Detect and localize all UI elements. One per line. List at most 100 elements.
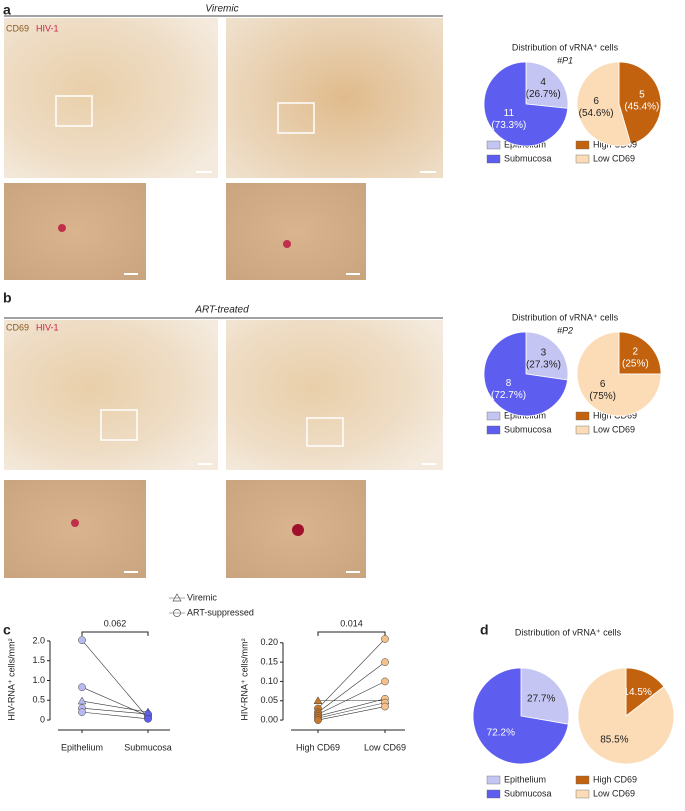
y-tick-label: 0.05: [260, 695, 278, 705]
slice-percent: (54.6%): [579, 108, 614, 119]
micrograph: [226, 18, 443, 178]
slice-count: 8: [506, 378, 512, 389]
stain-label: HIV-1: [36, 322, 59, 332]
pair-line: [81, 700, 149, 713]
y-tick-label: 1.0: [32, 675, 45, 685]
slice-count: 4: [540, 77, 546, 88]
x-tick-label: Submucosa: [124, 742, 172, 752]
y-tick-label: 1.5: [32, 655, 45, 665]
slice-count: 5: [639, 89, 645, 100]
micrograph: [4, 320, 218, 470]
legend-swatch: [575, 140, 590, 150]
slice-count: 3: [541, 348, 547, 359]
legend-label: Submucosa: [504, 424, 552, 434]
pair-line: [317, 681, 386, 715]
y-tick-label: 0.5: [32, 695, 45, 705]
pie-slice: [577, 667, 675, 765]
pair-line: [81, 707, 149, 715]
data-point: [78, 636, 86, 645]
stain-label: CD69: [6, 322, 29, 332]
panel-label: a: [3, 2, 11, 18]
data-point: [144, 714, 152, 723]
condition-title: Viremic: [205, 4, 238, 15]
y-tick-label: 0.10: [260, 676, 278, 686]
stain-label: CD69: [6, 23, 29, 33]
y-tick-label: 0.00: [260, 714, 278, 724]
y-axis-label: HIV-RNA⁺ cells/mm²: [6, 638, 16, 720]
slice-label: 14.5%: [623, 687, 651, 698]
legend-label: Submucosa: [504, 788, 552, 798]
y-tick-label: 0: [40, 714, 45, 724]
p-value: 0.014: [340, 618, 363, 628]
legend-swatch: [486, 425, 501, 435]
slice-label: 72.2%: [487, 728, 515, 739]
panel-label: b: [3, 290, 12, 306]
condition-title: ART-treated: [194, 305, 249, 316]
legend-swatch: [486, 411, 501, 421]
pie-slice: [618, 61, 662, 145]
zoom-box: [55, 95, 93, 127]
pie-slice: [576, 61, 632, 147]
pair-line: [317, 638, 386, 709]
pie-slice: [472, 667, 569, 765]
pair-line: [81, 711, 149, 720]
x-tick-label: Low CD69: [364, 742, 406, 752]
slice-percent: (75%): [589, 391, 616, 402]
slice-percent: (73.3%): [491, 120, 526, 131]
data-point: [381, 635, 389, 643]
pair-line: [317, 702, 386, 719]
pie-subtitle: #P1: [557, 55, 573, 65]
slice-count: 6: [593, 96, 599, 107]
legend-marker: [172, 593, 182, 602]
pie-slice: [618, 331, 662, 375]
y-tick-label: 2.0: [32, 635, 45, 645]
slice-count: 2: [633, 346, 639, 357]
legend-swatch: [575, 411, 590, 421]
legend-label: Low CD69: [593, 424, 635, 434]
slice-percent: (27.3%): [526, 360, 561, 371]
slice-count: 11: [504, 108, 515, 119]
legend-label: ART-suppressed: [187, 607, 254, 617]
panel-label: c: [3, 622, 11, 638]
pie-slice: [525, 61, 569, 109]
x-tick-label: Epithelium: [61, 742, 103, 752]
zoom-box: [277, 102, 315, 134]
data-point: [78, 708, 86, 716]
zoom-box: [100, 409, 138, 441]
micrograph: [226, 320, 443, 470]
data-point: [314, 716, 322, 724]
slice-percent: (45.4%): [624, 101, 659, 112]
pie-title: Distribution of vRNA⁺ cells: [515, 627, 622, 637]
pie-slice: [483, 61, 569, 147]
pie-slice: [576, 331, 662, 417]
hiv-signal: [58, 224, 66, 232]
hiv-signal: [71, 519, 79, 527]
stain-label: HIV-1: [36, 23, 59, 33]
data-point: [381, 677, 389, 686]
legend-swatch: [575, 789, 590, 799]
data-point: [381, 658, 389, 666]
zoom-box: [306, 417, 344, 447]
pie-title: Distribution of vRNA⁺ cells: [512, 312, 619, 322]
y-tick-label: 0.20: [260, 637, 278, 647]
data-point: [78, 683, 86, 692]
significance-bracket: [81, 631, 149, 636]
pie-slice: [520, 667, 570, 725]
pair-line: [317, 698, 386, 717]
slice-percent: (25%): [622, 358, 649, 369]
data-point: [77, 696, 87, 705]
legend-swatch: [486, 789, 501, 799]
pie-title: Distribution of vRNA⁺ cells: [512, 42, 619, 52]
hiv-signal: [292, 524, 304, 536]
legend-swatch: [486, 140, 501, 150]
slice-count: 6: [600, 379, 606, 390]
significance-bracket: [317, 631, 386, 636]
micrograph: [4, 18, 218, 178]
y-tick-label: 0.15: [260, 656, 278, 666]
pair-line: [81, 639, 149, 719]
y-axis-label: HIV-RNA⁺ cells/mm²: [239, 638, 249, 720]
legend-label: Low CD69: [593, 788, 635, 798]
micrograph-inset: [4, 183, 146, 280]
